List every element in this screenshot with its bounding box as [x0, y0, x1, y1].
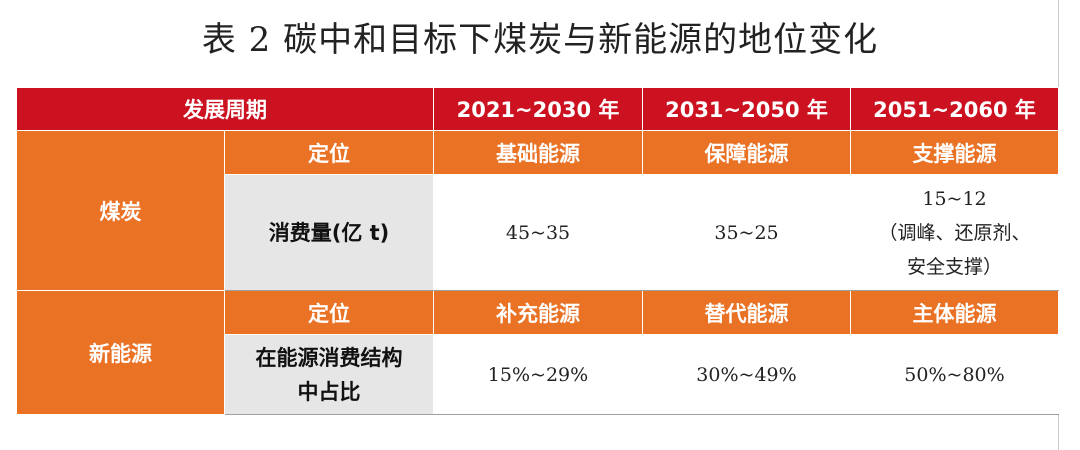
- new-energy-position-2021-2030: 补充能源: [433, 290, 643, 335]
- coal-consumption-label: 消费量(亿 t): [224, 174, 434, 291]
- coal-position-2021-2030: 基础能源: [433, 130, 643, 175]
- header-period-2051-2060: 2051~2060 年: [850, 87, 1059, 131]
- energy-status-table: 发展周期 2021~2030 年 2031~2050 年 2051~2060 年…: [16, 87, 1059, 415]
- coal-position-2031-2050: 保障能源: [642, 130, 851, 175]
- coal-consumption-row: 消费量(亿 t) 45~35 35~25 15~12 （调峰、还原剂、 安全支撑）: [17, 174, 1059, 291]
- header-period-label: 发展周期: [16, 87, 434, 131]
- header-row: 发展周期 2021~2030 年 2031~2050 年 2051~2060 年: [16, 87, 1059, 131]
- new-energy-position-label: 定位: [224, 290, 434, 335]
- new-energy-share-row: 在能源消费结构 中占比 15%~29% 30%~49% 50%~80%: [17, 334, 1059, 415]
- header-period-2031-2050: 2031~2050 年: [642, 87, 851, 131]
- new-energy-position-2031-2050: 替代能源: [642, 290, 851, 335]
- page-edge-rule: [1058, 0, 1059, 450]
- coal-position-2051-2060: 支撑能源: [850, 130, 1059, 175]
- coal-consumption-2031-2050: 35~25: [642, 174, 851, 291]
- new-energy-share-label: 在能源消费结构 中占比: [224, 334, 434, 415]
- coal-consumption-2051-2060: 15~12 （调峰、还原剂、 安全支撑）: [850, 174, 1059, 291]
- new-energy-position-row: 新能源 定位 补充能源 替代能源 主体能源: [16, 290, 1059, 415]
- table-title: 表 2 碳中和目标下煤炭与新能源的地位变化: [201, 20, 879, 60]
- coal-consumption-2021-2030: 45~35: [433, 174, 643, 291]
- coal-position-label: 定位: [224, 130, 434, 175]
- new-energy-category-label: 新能源: [16, 290, 225, 415]
- new-energy-position-2051-2060: 主体能源: [850, 290, 1059, 335]
- new-energy-share-2021-2030: 15%~29%: [433, 334, 643, 415]
- new-energy-share-2051-2060: 50%~80%: [850, 334, 1059, 415]
- coal-position-row: 煤炭 定位 基础能源 保障能源 支撑能源: [16, 130, 1059, 291]
- coal-category-label: 煤炭: [16, 130, 225, 291]
- new-energy-share-2031-2050: 30%~49%: [642, 334, 851, 415]
- header-period-2021-2030: 2021~2030 年: [433, 87, 643, 131]
